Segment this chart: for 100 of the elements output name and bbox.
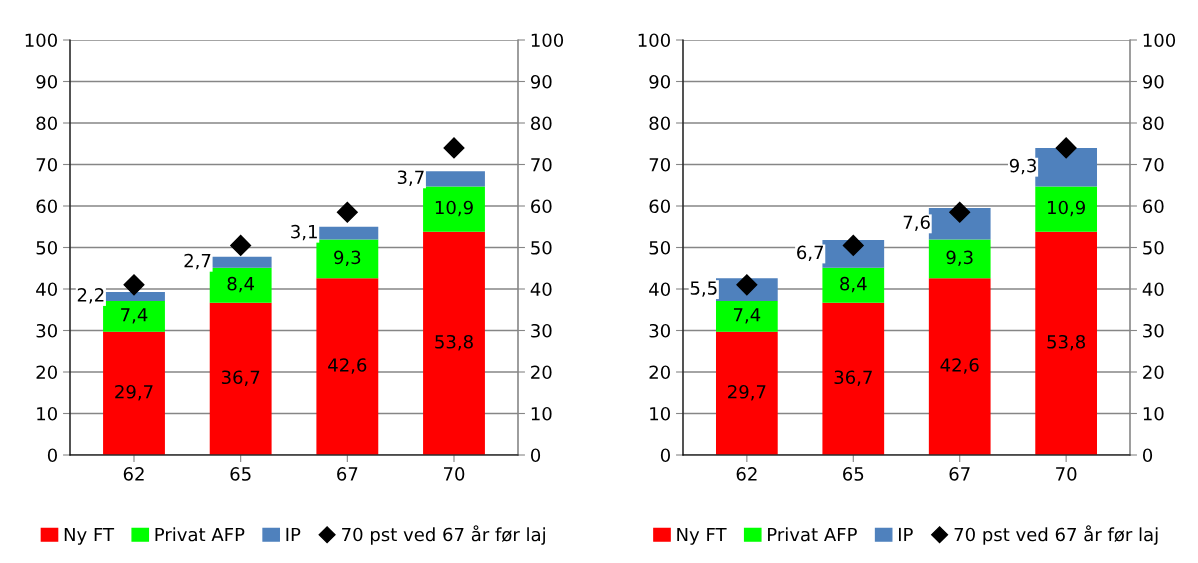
y-tick-label: 30: [649, 323, 670, 338]
y2-tick-label: 60: [1143, 199, 1164, 214]
y2-tick-label: 50: [1143, 240, 1164, 255]
data-label: 6,7: [797, 245, 824, 262]
y2-tick-label: 20: [531, 365, 552, 380]
y2-tick-label: 20: [1143, 365, 1164, 380]
data-label: 8,4: [227, 276, 255, 293]
bar: [103, 301, 165, 332]
bar: [1035, 186, 1098, 232]
x-tick-label: 65: [843, 467, 864, 481]
data-label: 36,7: [221, 370, 260, 386]
data-label: 42,6: [940, 358, 979, 374]
bar: [928, 278, 991, 455]
y2-tick-label: 30: [531, 323, 552, 338]
data-label: 9,3: [334, 250, 361, 266]
y2-tick-label: 10: [1143, 406, 1164, 421]
y2-tick-label: 40: [530, 282, 552, 297]
y-tick-label: 50: [36, 240, 57, 255]
x-tick-label: 62: [123, 467, 144, 481]
y-tick-label: 70: [36, 157, 57, 172]
bar: [715, 331, 778, 455]
y-tick-label: 70: [649, 157, 670, 172]
y2-tick-label: 80: [531, 116, 552, 131]
bar: [423, 186, 485, 232]
data-label: 7,4: [121, 308, 148, 324]
y2-tick-label: 0: [531, 448, 541, 463]
data-label: 5,5: [690, 281, 717, 297]
point: [230, 234, 252, 256]
y2-tick-label: 100: [531, 33, 564, 48]
data-label: 9,3: [946, 250, 973, 266]
legend-label: Privat AFP: [155, 527, 245, 542]
legend-label: IP: [286, 527, 301, 542]
x-tick-label: 65: [230, 467, 251, 481]
y-tick-label: 20: [36, 365, 57, 380]
y-tick-label: 50: [649, 240, 670, 255]
y2-tick-label: 60: [531, 199, 552, 214]
y2-tick-label: 30: [1143, 323, 1164, 338]
data-label: 29,7: [115, 384, 153, 401]
legend-label: IP: [898, 527, 913, 542]
y-tick-label: 90: [649, 74, 670, 89]
data-label: 3,1: [291, 224, 317, 241]
data-label: 7,4: [733, 308, 761, 324]
data-label: 42,6: [328, 358, 367, 374]
y-tick-label: 100: [25, 33, 57, 48]
y-tick-label: 40: [649, 282, 670, 297]
point: [443, 137, 465, 159]
y2-tick-label: 80: [1143, 116, 1164, 131]
y-tick-label: 80: [649, 116, 670, 131]
y2-tick-label: 90: [1142, 74, 1164, 89]
bar: [209, 267, 272, 303]
y2-tick-label: 40: [1142, 282, 1164, 297]
legend-label: Ny FT: [64, 527, 115, 545]
data-label: 2,2: [77, 288, 104, 304]
bar: [1035, 231, 1098, 455]
bar: [209, 302, 272, 455]
x-tick-label: 67: [337, 467, 358, 481]
bar: [316, 278, 379, 455]
data-label: 7,6: [903, 215, 930, 231]
bar: [423, 171, 485, 187]
y2-tick-label: 70: [531, 157, 552, 172]
y-tick-label: 20: [649, 365, 670, 380]
bar: [103, 331, 165, 455]
bar: [822, 302, 885, 455]
y-tick-label: 0: [47, 448, 57, 463]
data-label: 53,8: [1047, 334, 1086, 351]
data-label: 9,3: [1009, 158, 1036, 175]
data-label: 36,7: [834, 370, 872, 386]
point: [949, 201, 971, 223]
y-tick-label: 0: [660, 448, 670, 463]
x-tick-label: 67: [949, 467, 970, 481]
x-tick-label: 62: [736, 467, 757, 481]
bar: [316, 239, 379, 279]
y-tick-label: 100: [638, 33, 670, 48]
y2-tick-label: 70: [1143, 157, 1164, 172]
bar: [103, 291, 165, 302]
bar: [1035, 147, 1098, 187]
y2-tick-label: 100: [1143, 33, 1176, 48]
data-label: 10,9: [1048, 200, 1085, 217]
bar: [423, 231, 485, 455]
data-label: 2,7: [184, 253, 211, 270]
point: [336, 201, 358, 223]
point: [1055, 137, 1077, 159]
bar: [715, 301, 778, 332]
legend-label: Privat AFP: [768, 527, 857, 542]
data-label: 3,7: [397, 170, 424, 186]
y-tick-label: 10: [650, 406, 670, 421]
x-tick-label: 70: [443, 467, 465, 481]
y-tick-label: 60: [36, 199, 57, 214]
y-tick-label: 80: [36, 116, 57, 131]
bar: [822, 267, 885, 303]
y2-tick-label: 10: [531, 406, 552, 421]
y-tick-label: 30: [36, 323, 57, 338]
y-tick-label: 40: [36, 282, 57, 297]
data-label: 53,8: [435, 334, 473, 351]
y-tick-label: 10: [37, 406, 57, 421]
data-label: 29,7: [728, 384, 766, 401]
legend-label: 70 pst ved 67 år før laj: [342, 525, 545, 545]
legend-label: Ny FT: [677, 527, 727, 545]
y2-tick-label: 0: [1143, 448, 1153, 463]
point: [123, 274, 145, 296]
